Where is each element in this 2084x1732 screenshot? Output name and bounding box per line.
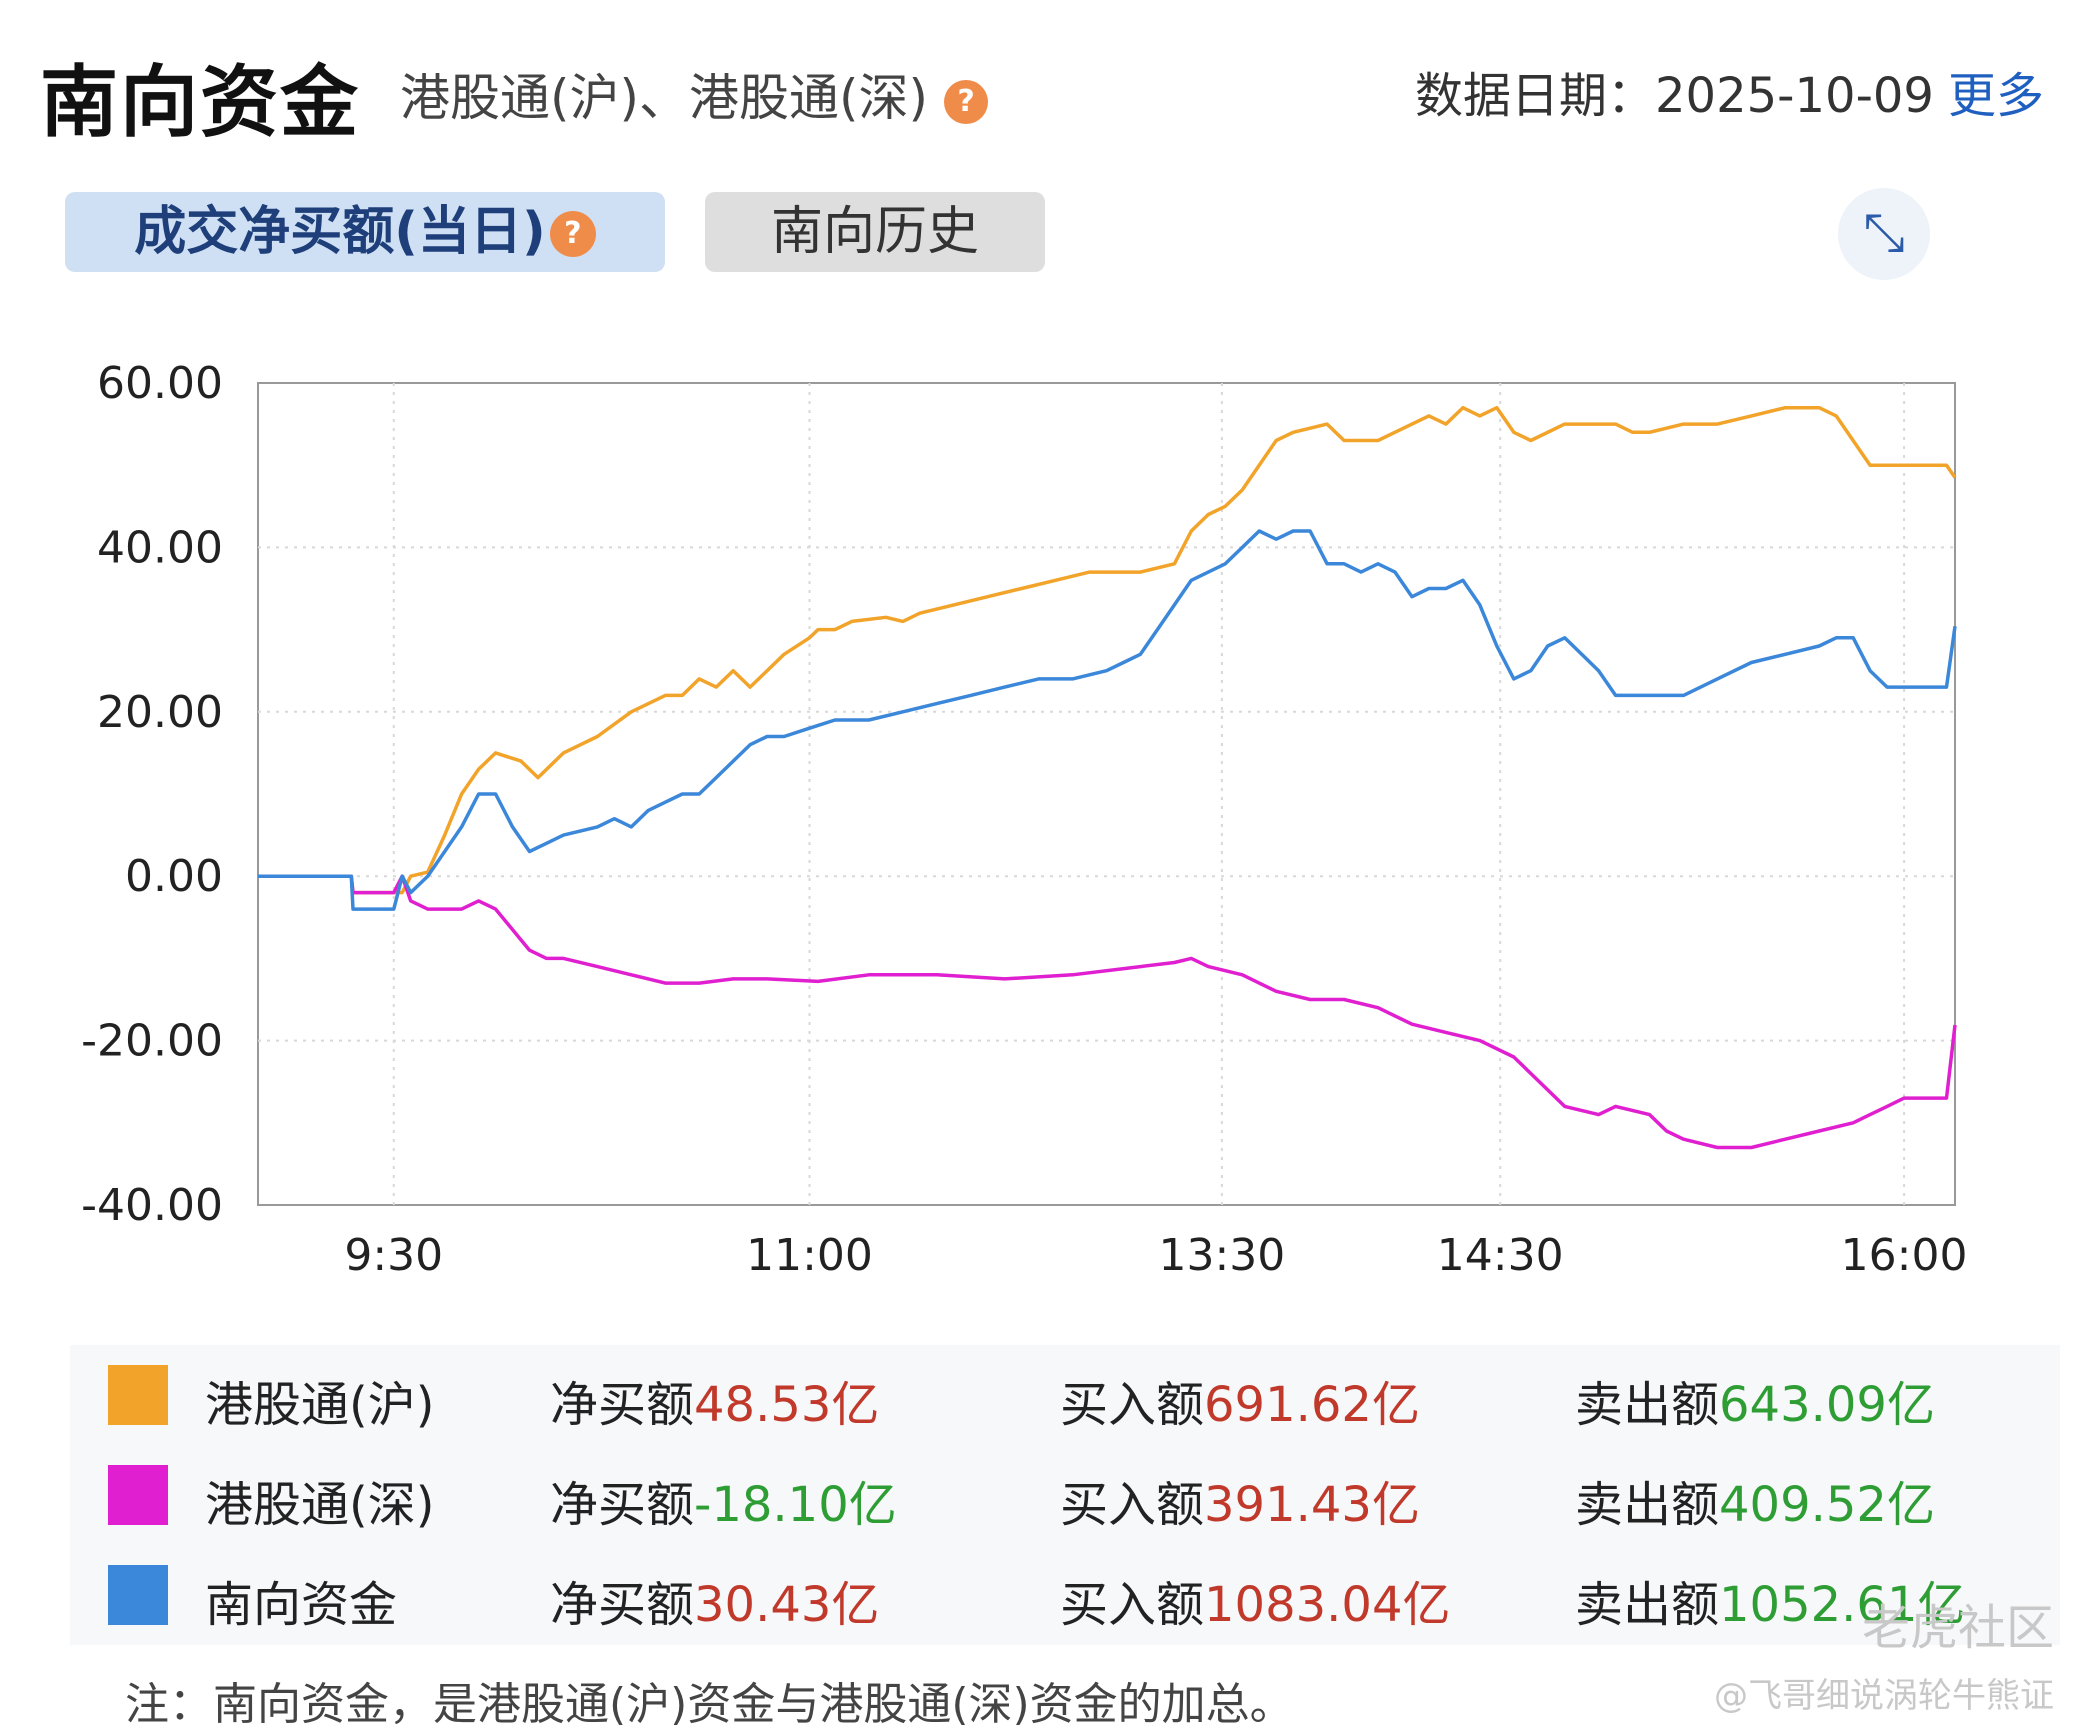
y-tick-label: 20.00 — [97, 687, 223, 738]
x-tick-label: 13:30 — [1158, 1230, 1285, 1281]
net-buy-value: 48.53亿 — [694, 1377, 880, 1433]
y-tick-label: -40.00 — [81, 1180, 223, 1231]
y-tick-label: 40.00 — [97, 522, 223, 573]
legend: 港股通(沪) 净买额48.53亿 买入额691.62亿 卖出额643.09亿 港… — [70, 1345, 2060, 1645]
sell-amount: 卖出额409.52亿 — [1575, 1465, 1935, 1535]
tab-history-label: 南向历史 — [770, 202, 979, 262]
net-buy-value: 30.43亿 — [694, 1577, 880, 1633]
buy-amount: 买入额1083.04亿 — [1060, 1565, 1451, 1635]
buy-amount: 买入额691.62亿 — [1060, 1365, 1420, 1435]
tab-net-buy-label: 成交净买额(当日) — [134, 202, 546, 262]
help-icon[interactable]: ? — [549, 211, 596, 257]
watermark-author: @飞哥细说涡轮牛熊证 — [1714, 1676, 2054, 1716]
series-line — [258, 529, 1957, 911]
subtitle-text: 港股通(沪)、港股通(深) — [400, 69, 929, 127]
net-buy: 净买额30.43亿 — [550, 1565, 879, 1635]
legend-row-total: 南向资金 净买额30.43亿 买入额1083.04亿 卖出额1052.61亿 — [70, 1545, 2060, 1645]
watermark-community: 老虎社区 — [1861, 1600, 2054, 1656]
buy-label: 买入额 — [1060, 1577, 1205, 1633]
sell-label: 卖出额 — [1575, 1577, 1720, 1633]
plot-area — [257, 382, 1956, 1206]
expand-icon[interactable]: ⤡ — [1838, 188, 1930, 280]
legend-row-sh: 港股通(沪) 净买额48.53亿 买入额691.62亿 卖出额643.09亿 — [70, 1345, 2060, 1445]
sell-label: 卖出额 — [1575, 1377, 1720, 1433]
sell-value: 643.09亿 — [1719, 1377, 1935, 1433]
subtitle: 港股通(沪)、港股通(深)? — [400, 58, 989, 130]
y-tick-label: 60.00 — [97, 358, 223, 409]
series-line — [258, 874, 1957, 1150]
x-tick-label: 11:00 — [746, 1230, 873, 1281]
footnote: 注：南向资金，是港股通(沪)资金与港股通(深)资金的加总。 — [125, 1679, 1294, 1730]
x-tick-label: 16:00 — [1841, 1230, 1968, 1281]
legend-name: 港股通(深) — [205, 1477, 435, 1533]
legend-name: 南向资金 — [205, 1577, 398, 1633]
tab-southbound-history[interactable]: 南向历史 — [705, 192, 1045, 272]
net-buy: 净买额48.53亿 — [550, 1365, 879, 1435]
net-buy-label: 净买额 — [550, 1577, 695, 1633]
x-tick-label: 9:30 — [344, 1230, 443, 1281]
header: 南向资金 港股通(沪)、港股通(深)? 数据日期：2025-10-09 更多 — [40, 40, 2044, 148]
page-title: 南向资金 — [40, 58, 361, 148]
x-tick-label: 14:30 — [1437, 1230, 1564, 1281]
more-link[interactable]: 更多 — [1947, 68, 2044, 124]
buy-label: 买入额 — [1060, 1377, 1205, 1433]
buy-value: 1083.04亿 — [1204, 1577, 1451, 1633]
sell-value: 1052.61亿 — [1719, 1577, 1966, 1633]
legend-swatch — [108, 1465, 168, 1525]
sell-amount: 卖出额643.09亿 — [1575, 1365, 1935, 1435]
line-chart: 60.00 40.00 20.00 0.00 -20.00 -40.00 9:30 11:00… — [81, 358, 1968, 1281]
buy-value: 391.43亿 — [1204, 1477, 1420, 1533]
buy-value: 691.62亿 — [1204, 1377, 1420, 1433]
legend-swatch — [108, 1365, 168, 1425]
legend-swatch — [108, 1565, 168, 1625]
series-line — [258, 405, 1957, 895]
net-buy-value: -18.10亿 — [694, 1477, 897, 1533]
data-date: 数据日期：2025-10-09 更多 — [1415, 56, 2044, 126]
net-buy-label: 净买额 — [550, 1377, 695, 1433]
buy-label: 买入额 — [1060, 1477, 1205, 1533]
y-tick-label: -20.00 — [81, 1016, 223, 1067]
legend-name: 港股通(沪) — [205, 1377, 435, 1433]
tab-net-buy-today[interactable]: 成交净买额(当日)? — [65, 192, 665, 272]
sell-label: 卖出额 — [1575, 1477, 1720, 1533]
net-buy-label: 净买额 — [550, 1477, 695, 1533]
help-icon[interactable]: ? — [944, 79, 989, 124]
sell-amount: 卖出额1052.61亿 — [1575, 1565, 1966, 1635]
date-label: 数据日期：2025-10-09 — [1415, 68, 1934, 124]
legend-row-sz: 港股通(深) 净买额-18.10亿 买入额391.43亿 卖出额409.52亿 — [70, 1445, 2060, 1545]
y-tick-label: 0.00 — [125, 851, 223, 902]
net-buy: 净买额-18.10亿 — [550, 1465, 897, 1535]
sell-value: 409.52亿 — [1719, 1477, 1935, 1533]
buy-amount: 买入额391.43亿 — [1060, 1465, 1420, 1535]
